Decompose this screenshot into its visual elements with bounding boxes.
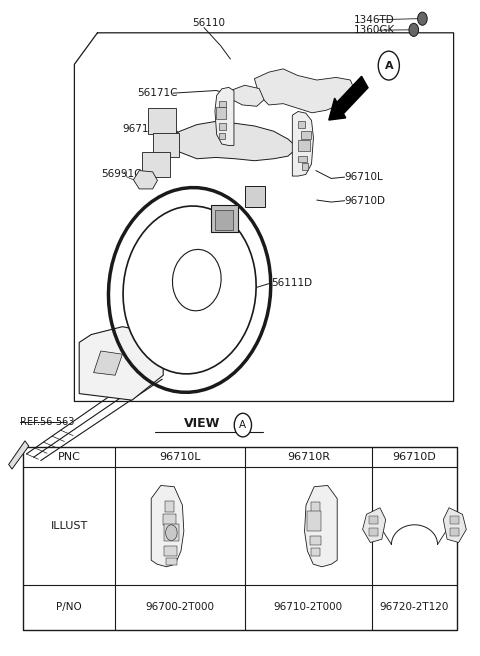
Text: 96710D: 96710D — [345, 195, 385, 206]
Bar — [301, 131, 311, 139]
Polygon shape — [229, 85, 264, 106]
Text: REF.56-563: REF.56-563 — [20, 417, 74, 426]
Text: PNC: PNC — [58, 452, 81, 462]
Text: 96700-2T000: 96700-2T000 — [145, 602, 215, 613]
Polygon shape — [254, 69, 355, 113]
Polygon shape — [151, 485, 184, 567]
Bar — [164, 546, 177, 556]
Text: 1249LD: 1249LD — [154, 349, 194, 359]
Text: 56111D: 56111D — [271, 278, 312, 289]
Bar — [216, 107, 227, 119]
Text: VIEW: VIEW — [183, 417, 220, 430]
Text: 96710L: 96710L — [159, 452, 201, 462]
Bar — [450, 528, 458, 536]
Bar — [215, 210, 233, 230]
Bar — [450, 516, 458, 524]
Bar — [298, 155, 307, 162]
Bar — [163, 514, 176, 525]
Bar — [166, 558, 177, 565]
Text: 96710R: 96710R — [122, 124, 163, 134]
Bar — [298, 140, 310, 152]
Bar — [219, 123, 227, 130]
Polygon shape — [79, 327, 163, 400]
Circle shape — [378, 51, 399, 80]
Bar — [311, 502, 321, 513]
Circle shape — [409, 23, 419, 36]
Bar — [219, 133, 225, 139]
Circle shape — [234, 413, 252, 437]
Text: 96710D: 96710D — [393, 452, 436, 462]
Bar — [219, 100, 226, 107]
Ellipse shape — [123, 206, 256, 374]
Text: 96720-2T120: 96720-2T120 — [380, 602, 449, 613]
Bar — [301, 163, 309, 170]
Polygon shape — [9, 441, 29, 469]
Bar — [298, 121, 305, 129]
Bar — [369, 516, 378, 524]
Bar — [142, 152, 170, 177]
Text: 56110: 56110 — [192, 18, 225, 28]
Polygon shape — [305, 485, 337, 567]
Text: ILLUST: ILLUST — [50, 521, 88, 531]
Polygon shape — [94, 351, 122, 375]
Bar — [311, 536, 321, 545]
Bar — [312, 548, 320, 556]
Text: A: A — [384, 60, 393, 71]
Bar — [153, 133, 179, 157]
Text: 96710R: 96710R — [287, 452, 330, 462]
Polygon shape — [215, 87, 234, 146]
Text: 1346TD: 1346TD — [354, 14, 395, 25]
Text: 1360GK: 1360GK — [354, 25, 396, 35]
Text: A: A — [240, 420, 246, 430]
Bar — [369, 528, 378, 536]
Polygon shape — [133, 171, 157, 189]
Text: 56991C: 56991C — [101, 169, 141, 179]
Polygon shape — [363, 508, 385, 543]
Bar — [211, 205, 238, 232]
Circle shape — [418, 12, 427, 25]
Circle shape — [166, 525, 177, 541]
Text: 96710-2T000: 96710-2T000 — [274, 602, 343, 613]
Text: 96710L: 96710L — [345, 172, 384, 182]
Text: 56171C: 56171C — [137, 88, 177, 98]
Text: P/NO: P/NO — [56, 602, 82, 613]
Polygon shape — [292, 112, 313, 176]
Bar — [308, 511, 321, 531]
Bar — [148, 108, 176, 134]
Polygon shape — [163, 121, 298, 161]
Bar — [164, 524, 179, 541]
Polygon shape — [443, 508, 466, 543]
Text: 56182: 56182 — [190, 231, 223, 241]
Bar — [245, 186, 265, 207]
Bar — [165, 501, 174, 512]
FancyArrow shape — [329, 76, 368, 120]
